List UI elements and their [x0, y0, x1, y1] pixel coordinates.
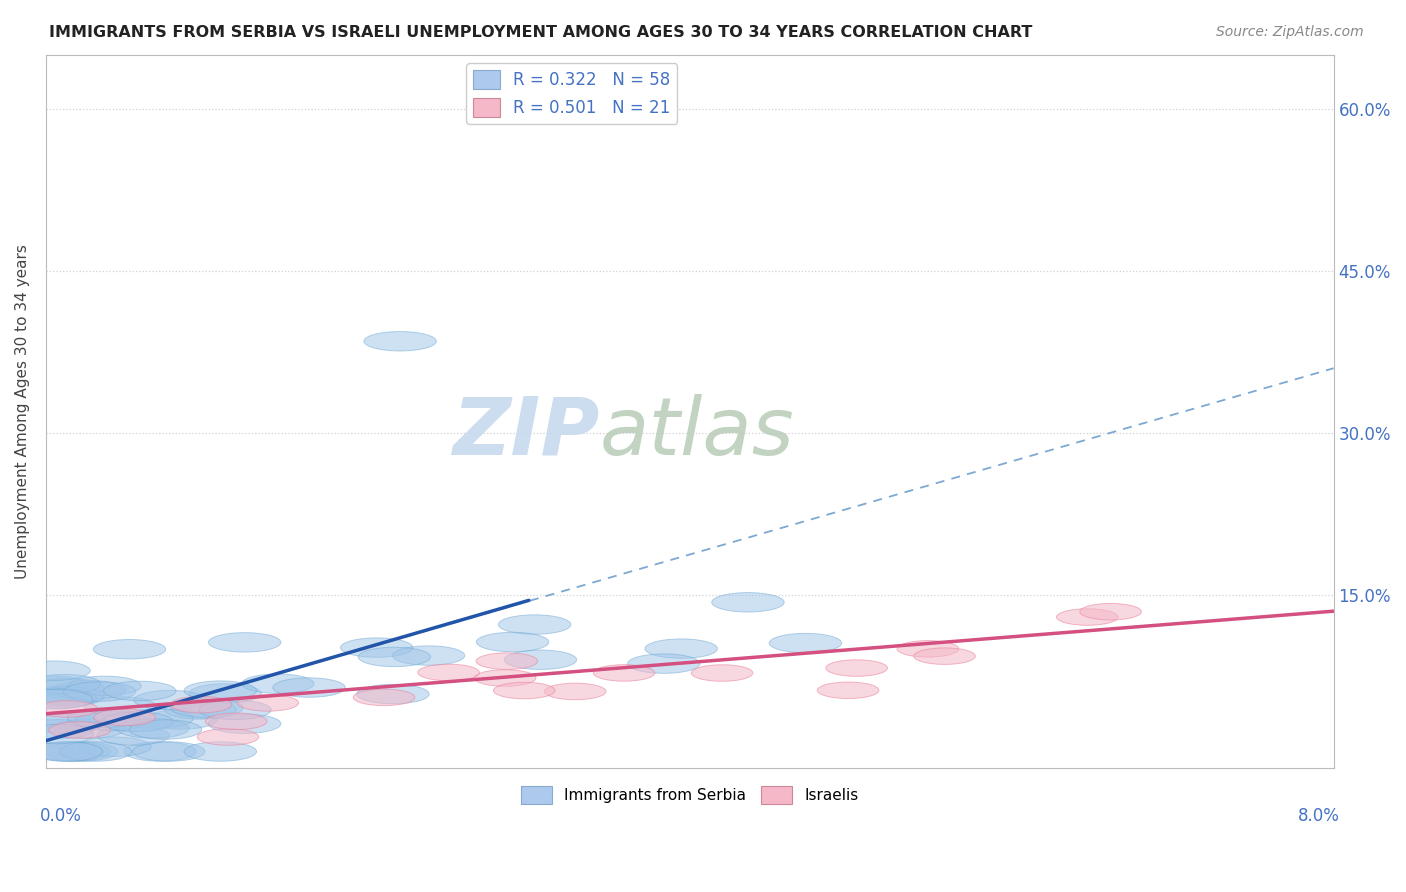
Ellipse shape — [59, 742, 132, 761]
Ellipse shape — [498, 615, 571, 634]
Legend: Immigrants from Serbia, Israelis: Immigrants from Serbia, Israelis — [515, 780, 865, 810]
Ellipse shape — [184, 742, 256, 761]
Ellipse shape — [645, 639, 717, 658]
Ellipse shape — [53, 681, 127, 700]
Ellipse shape — [208, 714, 281, 733]
Ellipse shape — [364, 332, 436, 351]
Ellipse shape — [477, 632, 548, 652]
Ellipse shape — [79, 737, 150, 756]
Ellipse shape — [101, 712, 173, 731]
Ellipse shape — [97, 726, 170, 745]
Ellipse shape — [340, 638, 413, 657]
Ellipse shape — [897, 640, 959, 657]
Ellipse shape — [357, 684, 429, 704]
Ellipse shape — [134, 690, 207, 710]
Ellipse shape — [21, 724, 94, 744]
Ellipse shape — [20, 690, 93, 709]
Text: 0.0%: 0.0% — [39, 807, 82, 825]
Ellipse shape — [31, 742, 103, 761]
Ellipse shape — [477, 653, 537, 669]
Ellipse shape — [38, 742, 110, 761]
Y-axis label: Unemployment Among Ages 30 to 34 years: Unemployment Among Ages 30 to 34 years — [15, 244, 30, 579]
Ellipse shape — [32, 685, 105, 705]
Ellipse shape — [418, 665, 479, 681]
Ellipse shape — [31, 714, 104, 733]
Ellipse shape — [505, 650, 576, 670]
Ellipse shape — [21, 720, 93, 739]
Ellipse shape — [94, 709, 156, 726]
Ellipse shape — [31, 678, 103, 698]
Ellipse shape — [711, 592, 785, 612]
Ellipse shape — [31, 687, 104, 706]
Ellipse shape — [184, 681, 256, 700]
Ellipse shape — [84, 697, 156, 716]
Ellipse shape — [165, 699, 236, 719]
Ellipse shape — [1056, 608, 1118, 625]
Ellipse shape — [197, 729, 259, 745]
Ellipse shape — [198, 700, 271, 720]
Ellipse shape — [104, 681, 176, 700]
Ellipse shape — [37, 701, 98, 717]
Ellipse shape — [474, 670, 536, 686]
Text: 8.0%: 8.0% — [1298, 807, 1340, 825]
Ellipse shape — [49, 722, 111, 739]
Ellipse shape — [769, 633, 842, 653]
Ellipse shape — [124, 742, 197, 761]
Ellipse shape — [914, 648, 976, 665]
Ellipse shape — [627, 654, 700, 673]
Ellipse shape — [392, 646, 465, 665]
Text: Source: ZipAtlas.com: Source: ZipAtlas.com — [1216, 25, 1364, 39]
Ellipse shape — [353, 690, 415, 706]
Ellipse shape — [31, 742, 103, 761]
Ellipse shape — [145, 710, 218, 729]
Ellipse shape — [205, 713, 267, 730]
Ellipse shape — [238, 695, 298, 711]
Ellipse shape — [242, 674, 314, 693]
Ellipse shape — [45, 742, 118, 761]
Ellipse shape — [1080, 603, 1142, 620]
Ellipse shape — [18, 661, 90, 681]
Ellipse shape — [75, 711, 148, 731]
Ellipse shape — [28, 674, 100, 694]
Ellipse shape — [129, 720, 201, 739]
Ellipse shape — [825, 660, 887, 676]
Ellipse shape — [593, 665, 655, 681]
Ellipse shape — [692, 665, 752, 681]
Ellipse shape — [273, 678, 346, 698]
Ellipse shape — [132, 742, 205, 761]
Text: IMMIGRANTS FROM SERBIA VS ISRAELI UNEMPLOYMENT AMONG AGES 30 TO 34 YEARS CORRELA: IMMIGRANTS FROM SERBIA VS ISRAELI UNEMPL… — [49, 25, 1032, 40]
Ellipse shape — [188, 684, 262, 703]
Text: atlas: atlas — [600, 393, 794, 472]
Ellipse shape — [53, 719, 125, 739]
Ellipse shape — [67, 708, 141, 728]
Ellipse shape — [121, 709, 193, 728]
Ellipse shape — [544, 683, 606, 699]
Ellipse shape — [14, 675, 86, 695]
Text: ZIP: ZIP — [453, 393, 600, 472]
Ellipse shape — [170, 697, 232, 713]
Ellipse shape — [208, 632, 281, 652]
Ellipse shape — [359, 648, 430, 666]
Ellipse shape — [170, 698, 243, 717]
Ellipse shape — [24, 689, 96, 708]
Ellipse shape — [35, 711, 107, 731]
Ellipse shape — [93, 640, 166, 659]
Ellipse shape — [117, 719, 190, 739]
Ellipse shape — [63, 681, 136, 701]
Ellipse shape — [817, 682, 879, 698]
Ellipse shape — [494, 682, 555, 698]
Ellipse shape — [69, 676, 141, 696]
